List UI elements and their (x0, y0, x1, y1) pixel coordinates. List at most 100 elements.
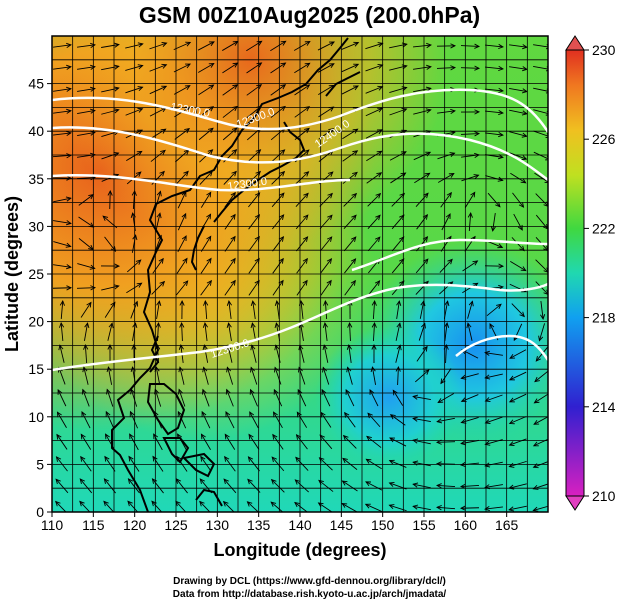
streamline-segment (222, 62, 238, 74)
streamline-segment (397, 366, 399, 386)
streamline-arrowhead (132, 234, 138, 241)
streamline-segment (55, 478, 69, 494)
streamline-arrowhead (105, 410, 111, 417)
y-tick-label: 0 (36, 504, 44, 520)
streamline-segment (344, 412, 356, 428)
streamline-segment (485, 110, 503, 114)
streamline-arrowhead (543, 289, 548, 295)
streamline-arrowhead (129, 433, 134, 440)
streamline-arrowhead (396, 300, 402, 307)
streamline-segment (391, 193, 405, 207)
streamline-segment (132, 323, 136, 341)
streamline-arrowhead (270, 501, 277, 507)
streamline-segment (485, 44, 503, 48)
streamline-segment (365, 42, 383, 50)
credit-drawing: Drawing by DCL (https://www.gfd-dennou.o… (173, 576, 446, 587)
streamline-arrowhead (484, 484, 491, 490)
streamline-arrowhead (58, 344, 64, 351)
streamline-arrowhead (437, 398, 444, 403)
streamline-segment (343, 193, 357, 207)
streamline-segment (252, 301, 256, 319)
streamline-segment (130, 411, 138, 429)
streamline-segment (149, 107, 167, 117)
streamline-arrowhead (185, 63, 192, 69)
streamline-arrowhead (519, 311, 525, 318)
streamline-segment (126, 150, 142, 162)
streamline-arrowhead (133, 300, 139, 307)
streamline-arrowhead (321, 388, 327, 395)
streamline-arrowhead (137, 42, 144, 48)
streamline-arrowhead (484, 419, 491, 424)
y-tick-label: 10 (28, 409, 44, 425)
streamline-arrowhead (158, 257, 164, 264)
streamline-arrowhead (467, 211, 473, 218)
streamline-segment (132, 367, 136, 385)
streamline-segment (155, 367, 161, 385)
streamline-segment (413, 505, 431, 511)
streamline-segment (224, 192, 236, 208)
streamline-segment (468, 212, 472, 232)
streamline-arrowhead (328, 128, 335, 134)
streamline-segment (101, 174, 119, 182)
streamline-arrowhead (151, 478, 158, 484)
streamline-arrowhead (532, 485, 539, 490)
streamline-arrowhead (543, 201, 548, 207)
streamline-arrowhead (425, 86, 432, 92)
streamline-segment (77, 132, 95, 136)
streamline-segment (485, 461, 503, 467)
streamline-arrowhead (248, 433, 254, 440)
streamline-arrowhead (388, 481, 395, 487)
streamline-arrowhead (153, 433, 158, 440)
streamline-segment (53, 264, 71, 268)
streamline-segment (53, 241, 71, 247)
streamline-segment (395, 323, 401, 341)
streamline-segment (101, 65, 119, 71)
streamline-segment (248, 258, 260, 274)
streamline-segment (509, 131, 527, 137)
streamline-arrowhead (498, 109, 504, 116)
streamline-segment (461, 439, 479, 445)
streamline-segment (151, 281, 165, 295)
streamline-segment (101, 152, 119, 160)
streamline-arrowhead (436, 418, 443, 424)
streamline-arrowhead (203, 299, 209, 306)
streamline-arrowhead (66, 64, 72, 70)
streamline-arrowhead (131, 343, 137, 350)
streamline-segment (538, 323, 546, 341)
streamline-arrowhead (327, 214, 333, 221)
streamline-arrowhead (535, 355, 541, 362)
streamline-arrowhead (278, 214, 285, 220)
streamline-arrowhead (375, 236, 381, 243)
streamline-arrowhead (484, 374, 491, 380)
streamline-arrowhead (202, 366, 208, 373)
streamline-arrowhead (113, 42, 120, 48)
streamline-arrowhead (137, 86, 144, 91)
streamline-arrowhead (250, 322, 256, 329)
streamline-segment (437, 152, 455, 160)
x-tick-label: 120 (123, 517, 147, 533)
streamline-segment (177, 411, 187, 429)
streamline-arrowhead (519, 245, 525, 252)
streamline-segment (413, 439, 431, 445)
streamline-arrowhead (200, 455, 206, 462)
streamline-arrowhead (376, 150, 383, 156)
streamline-arrowhead (113, 64, 120, 70)
streamline-segment (149, 64, 167, 72)
streamline-segment (319, 457, 333, 471)
streamline-arrowhead (226, 366, 232, 373)
streamline-segment (485, 506, 503, 510)
streamline-segment (84, 323, 88, 341)
streamline-arrowhead (532, 441, 539, 447)
streamline-arrowhead (136, 282, 143, 288)
streamline-arrowhead (232, 62, 239, 68)
streamline-segment (81, 411, 91, 429)
streamline-arrowhead (207, 149, 214, 155)
streamline-arrowhead (484, 462, 491, 468)
streamline-arrowhead (130, 212, 136, 219)
streamline-arrowhead (375, 214, 381, 221)
streamline-arrowhead (130, 366, 136, 373)
streamline-segment (436, 506, 456, 510)
streamline-segment (415, 192, 429, 208)
streamline-segment (76, 176, 96, 180)
streamline-segment (535, 281, 548, 295)
